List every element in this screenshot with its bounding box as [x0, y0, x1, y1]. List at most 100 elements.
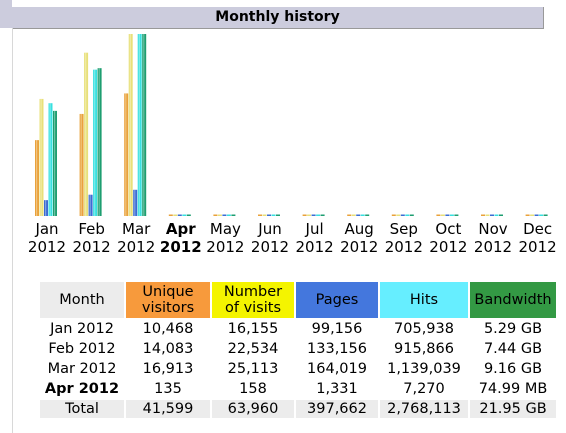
month-label-mar: Mar 2012 [114, 220, 158, 256]
header-visits-line2: of visits [224, 300, 282, 316]
cell-hits: 7,270 [403, 381, 445, 397]
pages-bar [311, 214, 316, 216]
pages-bar [400, 214, 405, 216]
hits-bar [539, 214, 544, 216]
visits-bar [262, 214, 267, 216]
hits-bar [226, 214, 231, 216]
header-unique-visitors: Unique visitors [126, 282, 210, 318]
cell-hits: 1,139,039 [387, 361, 461, 377]
bandwidth-bar [97, 68, 102, 216]
cell-month: Mar 2012 [47, 361, 117, 377]
pages-bar-highlight [89, 194, 91, 216]
month-name: Nov [478, 220, 508, 238]
visitors-bar [35, 140, 39, 216]
month-name: Jul [305, 220, 324, 238]
bandwidth-bar [53, 110, 57, 216]
cell-visitors: 10,468 [142, 321, 194, 337]
header-visits-line1: Number [223, 284, 283, 300]
pages-bar [490, 214, 494, 216]
bandwidth-bar [409, 214, 414, 216]
month-year: 2012 [27, 238, 67, 256]
visits-bar [396, 214, 401, 216]
pages-bar [267, 214, 271, 216]
visits-bar [84, 52, 89, 216]
header-bandwidth: Bandwidth [470, 282, 556, 318]
cell-visits: 16,155 [227, 321, 279, 337]
month-label-aug: Aug 2012 [337, 220, 381, 256]
month-name: Jun [258, 220, 282, 238]
visits-bar [440, 214, 445, 216]
visits-bar [530, 214, 535, 216]
month-label-nov: Nov 2012 [471, 220, 515, 256]
month-year: 2012 [473, 238, 513, 256]
hits-bar [271, 214, 276, 216]
month-label-oct: Oct 2012 [426, 220, 470, 256]
month-year: 2012 [206, 238, 245, 256]
month-year: 2012 [159, 238, 202, 256]
visitors-bar-highlight [125, 93, 127, 216]
bandwidth-bar [186, 214, 191, 216]
hits-bar [405, 214, 410, 216]
table-row: Jan 2012 10,468 16,155 99,156 705,938 5.… [40, 320, 556, 338]
bar-chart [35, 34, 548, 216]
cell-pages: 164,019 [307, 361, 367, 377]
visitors-bar [213, 214, 218, 216]
table-total-row: Total 41,599 63,960 397,662 2,768,113 21… [40, 400, 556, 418]
visits-bar [351, 214, 356, 216]
bandwidth-bar [543, 214, 548, 216]
total-visitors: 41,599 [126, 400, 210, 418]
visitors-bar-highlight [36, 140, 38, 216]
bandwidth-bar-highlight [54, 110, 56, 216]
table-row-current-month: Apr 2012 135 158 1,331 7,270 74.99 MB [40, 380, 556, 398]
month-name: Dec [523, 220, 553, 238]
cell-visits: 25,113 [227, 361, 279, 377]
month-name: Sep [389, 220, 418, 238]
cell-hits: 705,938 [394, 321, 454, 337]
pages-bar [534, 214, 539, 216]
cell-visits: 158 [239, 381, 267, 397]
visits-bar [485, 214, 490, 216]
pages-bar [88, 194, 93, 216]
header-unique-visitors-line1: Unique [142, 284, 194, 300]
total-label: Total [40, 400, 124, 418]
hits-bar-highlight [138, 34, 140, 216]
table-row: Feb 2012 14,083 22,534 133,156 915,866 7… [40, 340, 556, 358]
month-label-sep: Sep 2012 [382, 220, 426, 256]
title-bar-left-stripe [0, 0, 12, 28]
month-label-apr: Apr 2012 [159, 220, 203, 256]
cell-month: Apr 2012 [44, 381, 120, 397]
visits-bar-highlight [129, 34, 131, 216]
month-year: 2012 [72, 238, 111, 256]
hits-bar-highlight [49, 103, 51, 216]
month-year: 2012 [429, 238, 468, 256]
table-row: Mar 2012 16,913 25,113 164,019 1,139,039… [40, 360, 556, 378]
month-year: 2012 [340, 238, 379, 256]
month-label-jan: Jan 2012 [25, 220, 69, 256]
total-hits: 2,768,113 [380, 400, 468, 418]
pages-bar [177, 214, 182, 216]
bandwidth-bar [231, 214, 236, 216]
month-label-feb: Feb 2012 [70, 220, 114, 256]
visits-bar [307, 214, 312, 216]
cell-visitors: 14,083 [142, 341, 194, 357]
header-month: Month [40, 282, 124, 318]
monthly-history-table: Month Unique visitors Number of visits P… [38, 280, 558, 420]
cell-bandwidth: 74.99 MB [478, 381, 548, 397]
visitors-bar [391, 214, 396, 216]
visitors-bar [347, 214, 352, 216]
hits-bar-highlight [94, 69, 96, 216]
cell-visitors: 16,913 [142, 361, 194, 377]
visitors-bar [525, 214, 530, 216]
section-title: Monthly history [12, 7, 544, 29]
month-label-may: May 2012 [203, 220, 247, 256]
month-year: 2012 [250, 238, 290, 256]
cell-bandwidth: 5.29 GB [483, 321, 543, 337]
month-year: 2012 [518, 238, 557, 256]
bandwidth-bar [499, 214, 503, 216]
cell-hits: 915,866 [394, 341, 454, 357]
cell-pages: 133,156 [307, 341, 367, 357]
bandwidth-bar-highlight [143, 34, 145, 216]
visits-bar-highlight [85, 52, 87, 216]
hits-bar [182, 214, 187, 216]
header-unique-visitors-line2: visitors [141, 300, 195, 316]
